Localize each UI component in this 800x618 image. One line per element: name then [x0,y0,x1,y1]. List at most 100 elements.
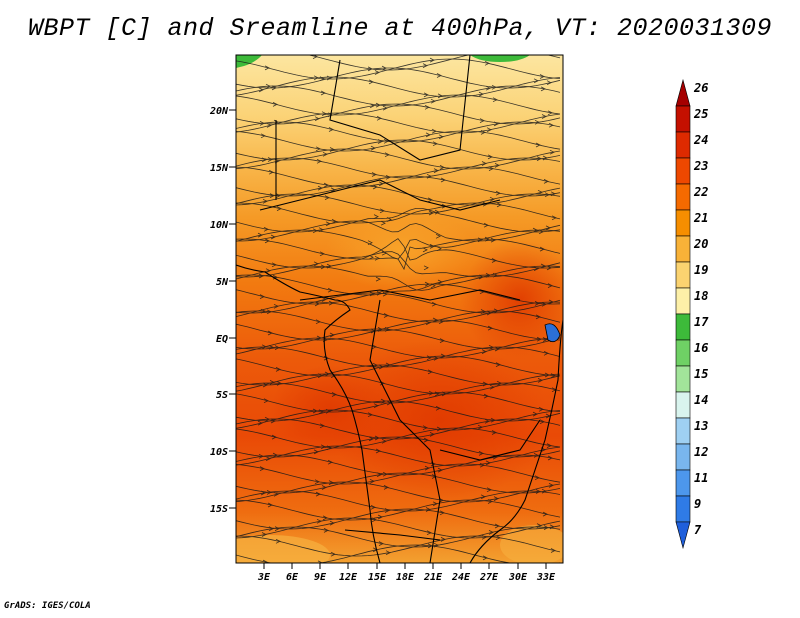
streamline [236,220,561,242]
streamline [236,418,561,440]
streamline-arrow [368,79,374,85]
streamline-arrow [384,327,390,332]
streamline-arrow [378,541,384,546]
streamline-arrow [478,50,482,54]
streamline-arrow [483,393,489,399]
streamline-arrow [440,353,446,359]
streamline-arrow [439,338,445,343]
colorbar-swatch [675,417,691,445]
streamline-arrow [313,75,319,81]
streamline-arrow [275,367,281,372]
streamline-arrow [485,85,491,91]
streamline-arrow [275,193,281,198]
streamline-arrow [493,121,499,127]
streamline-arrow [492,454,498,460]
streamline-arrow [545,225,551,231]
streamline-arrow [321,111,327,117]
map-frame [235,54,564,564]
streamline-arrow [422,425,428,431]
streamline-arrow [371,517,377,523]
streamline-arrow [541,114,547,119]
streamline-arrow [267,502,273,508]
streamline [236,58,561,80]
streamline-arrow [487,325,493,331]
streamline-arrow [425,132,431,138]
streamline-arrow [373,403,379,409]
streamline-arrow [328,300,334,306]
streamline-arrow [533,266,539,272]
colorbar: 26 25 24 23 22 21 20 19 18 17 16 15 14 1… [675,78,709,550]
streamline-arrow [315,146,321,152]
streamline-arrow [432,141,438,147]
colorbar-swatch [675,209,691,237]
streamline-arrow [264,416,270,422]
streamline-arrow [429,432,435,437]
lon-label: 18E [396,572,415,583]
streamline-arrow [535,314,541,320]
streamline-arrow [548,299,554,305]
streamline-arrow [483,222,489,228]
streamline [236,337,561,359]
streamline-arrow [268,526,274,532]
streamline-arrow [436,426,442,432]
streamline-arrow [425,507,431,512]
streamline-arrow [479,118,485,123]
streamline [236,85,561,107]
streamline-arrow [431,128,437,134]
streamline-arrow [259,466,265,471]
lon-label: 21E [423,572,443,583]
streamline-arrow [268,344,274,350]
streamline-arrow [381,65,387,71]
streamline-arrow [494,346,500,352]
colorbar-swatch [675,443,691,471]
streamline-arrow [322,151,328,157]
streamline [236,292,561,314]
colorbar-label: 12 [694,445,708,459]
colorbar-swatch [675,261,691,289]
streamline-arrow [548,483,554,488]
colorbar-swatch [675,469,691,497]
streamline-arrow [265,268,271,274]
streamline-arrow [433,355,439,361]
colorbar-label: 18 [694,289,708,303]
lat-label: 10S [210,447,228,458]
streamlines [236,50,561,563]
streamline-arrow [486,310,492,316]
streamline-arrow [541,301,547,307]
streamline-arrow [267,330,273,336]
streamline-arrow [426,355,432,361]
grads-credit: GrADS: IGES/COLA [4,601,91,611]
streamline-arrow [542,337,548,342]
streamline-arrow [376,290,382,296]
colorbar-swatch [675,287,691,315]
streamline-arrow [271,434,277,440]
streamline-arrow [533,51,537,55]
streamline-arrow [491,258,497,263]
streamline-arrow [258,273,264,279]
streamline-arrow [319,423,325,429]
streamline-arrow [274,526,280,531]
streamline-arrow [540,263,546,269]
streamline-arrow [326,75,332,81]
streamline [236,157,561,179]
streamline-arrow [371,344,377,350]
streamline [236,238,561,271]
streamline-arrow [535,489,541,494]
streamline-arrow [370,504,376,510]
streamline-arrow [321,485,327,490]
streamline-arrow [315,319,321,325]
streamline-arrow [319,251,325,257]
streamline-arrow [439,510,445,516]
streamline-arrow [261,532,267,537]
streamline-arrow [533,453,539,458]
colorbar-label: 13 [694,419,708,433]
lon-label: 6E [286,572,299,583]
streamline-arrow [532,227,538,233]
streamline-arrow [496,380,502,386]
streamline-arrow [373,214,379,219]
streamline [236,251,561,278]
colorbar-swatch [675,131,691,159]
streamline-arrow [374,255,380,261]
streamline-arrow [377,514,383,520]
streamline-arrow [486,487,492,493]
